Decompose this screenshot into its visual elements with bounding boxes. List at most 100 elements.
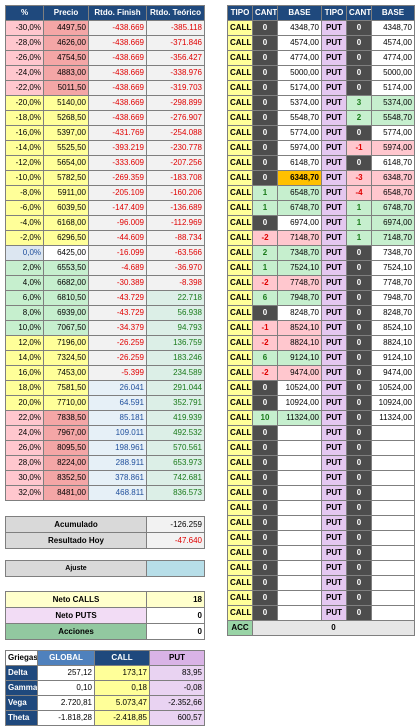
call-qty-cell[interactable]: 0 (252, 500, 278, 516)
put-qty-cell[interactable]: 0 (346, 575, 372, 591)
put-qty-cell[interactable]: 0 (346, 410, 372, 426)
call-strike-cell[interactable]: 4774,00 (277, 50, 322, 66)
put-qty-cell[interactable]: 2 (346, 110, 372, 126)
call-strike-cell[interactable] (277, 425, 322, 441)
call-strike-cell[interactable]: 9474,00 (277, 365, 322, 381)
call-strike-cell[interactable] (277, 605, 322, 621)
call-qty-cell[interactable]: 2 (252, 245, 278, 261)
call-strike-cell[interactable] (277, 500, 322, 516)
call-qty-cell[interactable]: 0 (252, 125, 278, 141)
put-qty-cell[interactable]: 0 (346, 35, 372, 51)
call-qty-cell[interactable]: 0 (252, 455, 278, 471)
put-strike-cell[interactable] (371, 485, 415, 501)
call-qty-cell[interactable]: 1 (252, 185, 278, 201)
put-strike-cell[interactable]: 6548,70 (371, 185, 415, 201)
put-strike-cell[interactable]: 7148,70 (371, 230, 415, 246)
put-qty-cell[interactable]: 0 (346, 260, 372, 276)
call-strike-cell[interactable]: 5174,00 (277, 80, 322, 96)
call-qty-cell[interactable]: 0 (252, 560, 278, 576)
call-strike-cell[interactable] (277, 575, 322, 591)
put-qty-cell[interactable]: 0 (346, 350, 372, 366)
put-strike-cell[interactable]: 5174,00 (371, 80, 415, 96)
call-strike-cell[interactable]: 11324,00 (277, 410, 322, 426)
put-strike-cell[interactable]: 8824,10 (371, 335, 415, 351)
call-strike-cell[interactable]: 4348,70 (277, 20, 322, 36)
put-qty-cell[interactable]: 0 (346, 455, 372, 471)
put-qty-cell[interactable]: 0 (346, 530, 372, 546)
call-strike-cell[interactable]: 7148,70 (277, 230, 322, 246)
put-strike-cell[interactable] (371, 425, 415, 441)
put-qty-cell[interactable]: 0 (346, 470, 372, 486)
put-strike-cell[interactable]: 6748,70 (371, 200, 415, 216)
call-qty-cell[interactable]: 6 (252, 290, 278, 306)
put-qty-cell[interactable]: 0 (346, 560, 372, 576)
call-strike-cell[interactable] (277, 470, 322, 486)
call-qty-cell[interactable]: 0 (252, 110, 278, 126)
put-qty-cell[interactable]: 0 (346, 515, 372, 531)
put-qty-cell[interactable]: 1 (346, 230, 372, 246)
put-strike-cell[interactable]: 6148,70 (371, 155, 415, 171)
call-qty-cell[interactable]: 0 (252, 470, 278, 486)
call-strike-cell[interactable]: 7948,70 (277, 290, 322, 306)
call-strike-cell[interactable]: 6148,70 (277, 155, 322, 171)
put-strike-cell[interactable]: 8524,10 (371, 320, 415, 336)
put-qty-cell[interactable]: 0 (346, 500, 372, 516)
put-strike-cell[interactable]: 4574,00 (371, 35, 415, 51)
put-strike-cell[interactable]: 5774,00 (371, 125, 415, 141)
call-strike-cell[interactable] (277, 545, 322, 561)
put-qty-cell[interactable]: -1 (346, 140, 372, 156)
call-strike-cell[interactable] (277, 530, 322, 546)
call-strike-cell[interactable]: 7748,70 (277, 275, 322, 291)
call-strike-cell[interactable]: 7348,70 (277, 245, 322, 261)
put-strike-cell[interactable]: 7524,10 (371, 260, 415, 276)
put-qty-cell[interactable]: 0 (346, 335, 372, 351)
call-qty-cell[interactable]: -1 (252, 320, 278, 336)
call-strike-cell[interactable]: 9124,10 (277, 350, 322, 366)
put-strike-cell[interactable] (371, 455, 415, 471)
put-strike-cell[interactable] (371, 575, 415, 591)
put-qty-cell[interactable]: 0 (346, 245, 372, 261)
put-strike-cell[interactable]: 4348,70 (371, 20, 415, 36)
call-strike-cell[interactable]: 5374,00 (277, 95, 322, 111)
call-strike-cell[interactable]: 6748,70 (277, 200, 322, 216)
call-strike-cell[interactable]: 8824,10 (277, 335, 322, 351)
put-strike-cell[interactable]: 5000,00 (371, 65, 415, 81)
call-qty-cell[interactable]: 0 (252, 35, 278, 51)
call-qty-cell[interactable]: 0 (252, 605, 278, 621)
call-qty-cell[interactable]: 0 (252, 65, 278, 81)
call-qty-cell[interactable]: 1 (252, 200, 278, 216)
put-qty-cell[interactable]: 0 (346, 380, 372, 396)
put-strike-cell[interactable]: 9124,10 (371, 350, 415, 366)
call-strike-cell[interactable] (277, 560, 322, 576)
call-strike-cell[interactable]: 7524,10 (277, 260, 322, 276)
put-qty-cell[interactable]: 0 (346, 305, 372, 321)
call-strike-cell[interactable]: 6974,00 (277, 215, 322, 231)
put-strike-cell[interactable] (371, 515, 415, 531)
put-qty-cell[interactable]: 0 (346, 50, 372, 66)
put-strike-cell[interactable]: 6348,70 (371, 170, 415, 186)
call-qty-cell[interactable]: 0 (252, 545, 278, 561)
put-qty-cell[interactable]: 0 (346, 290, 372, 306)
acc-value[interactable]: 0 (252, 620, 415, 636)
put-strike-cell[interactable]: 7948,70 (371, 290, 415, 306)
call-strike-cell[interactable] (277, 485, 322, 501)
call-qty-cell[interactable]: -2 (252, 365, 278, 381)
call-qty-cell[interactable]: 0 (252, 425, 278, 441)
put-qty-cell[interactable]: 0 (346, 320, 372, 336)
call-strike-cell[interactable]: 5000,00 (277, 65, 322, 81)
call-strike-cell[interactable] (277, 455, 322, 471)
put-qty-cell[interactable]: 0 (346, 125, 372, 141)
put-strike-cell[interactable]: 9474,00 (371, 365, 415, 381)
put-qty-cell[interactable]: 0 (346, 605, 372, 621)
ajuste-input[interactable] (146, 560, 205, 577)
put-qty-cell[interactable]: 0 (346, 155, 372, 171)
put-qty-cell[interactable]: 1 (346, 200, 372, 216)
put-qty-cell[interactable]: 0 (346, 485, 372, 501)
call-qty-cell[interactable]: 6 (252, 350, 278, 366)
call-qty-cell[interactable]: 0 (252, 140, 278, 156)
call-qty-cell[interactable]: 0 (252, 590, 278, 606)
call-strike-cell[interactable]: 5974,00 (277, 140, 322, 156)
put-qty-cell[interactable]: 0 (346, 440, 372, 456)
put-strike-cell[interactable] (371, 440, 415, 456)
put-qty-cell[interactable]: 0 (346, 590, 372, 606)
